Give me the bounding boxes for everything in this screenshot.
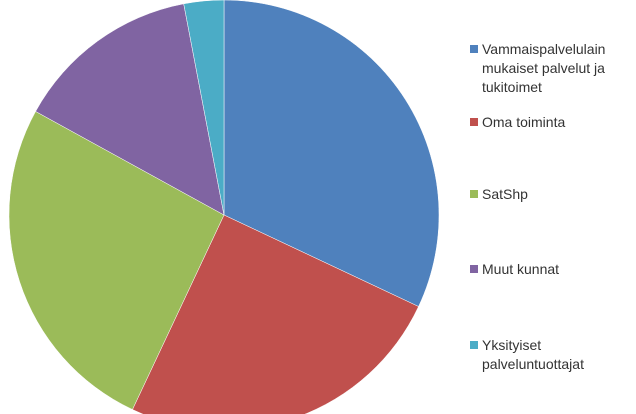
legend-label: SatShp [482,186,528,202]
legend-label: Muut kunnat [482,261,560,277]
legend-swatch [470,265,478,273]
pie-slice [8,111,225,410]
pie-slice [223,0,440,307]
pie-slice [183,0,225,216]
legend-label: Vammaispalvelulain mukaiset palvelut ja … [482,41,606,95]
legend-label: Oma toiminta [482,114,566,130]
pie [8,0,440,414]
pie-slice [132,214,419,414]
pie-slice [35,3,225,216]
legend-swatch [470,118,478,126]
legend-label: Yksityiset palveluntuottajat [482,337,584,372]
legend-swatch [470,190,478,198]
legend-swatch [470,45,478,53]
legend-swatch [470,341,478,349]
